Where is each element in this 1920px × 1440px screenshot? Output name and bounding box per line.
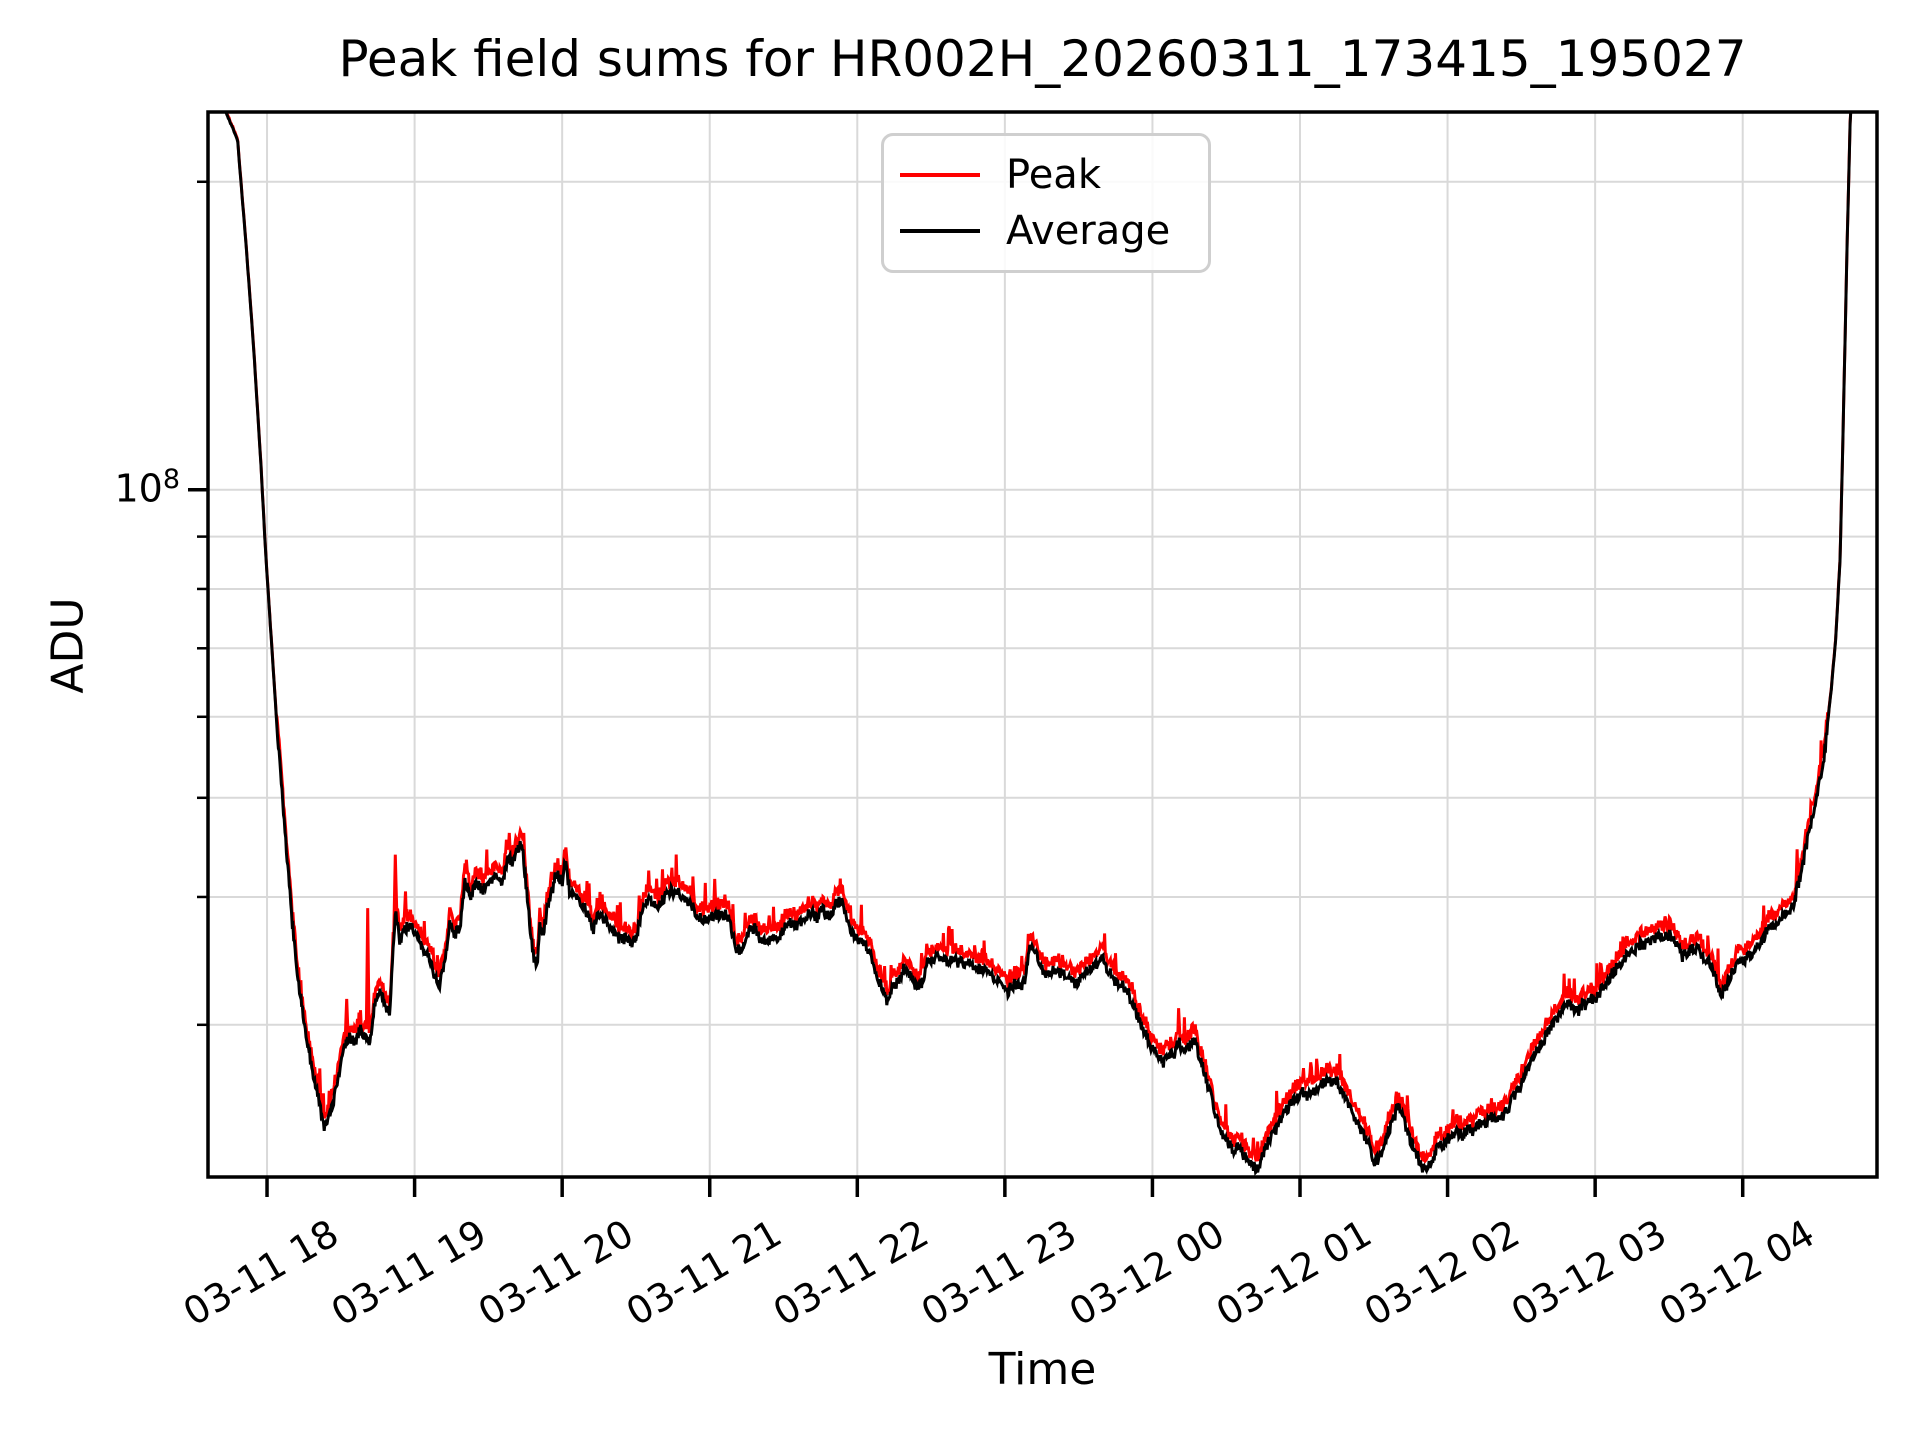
chart-title: Peak field sums for HR002H_20260311_1734…	[338, 30, 1747, 88]
legend: Peak Average	[881, 133, 1211, 273]
legend-entry-peak: Peak	[884, 152, 1208, 198]
legend-label-peak: Peak	[1006, 152, 1101, 198]
peak-line-swatch	[900, 173, 980, 177]
peak-line	[224, 112, 1853, 1165]
axes-spines	[206, 110, 1879, 1179]
x-axis-label: Time	[988, 1344, 1097, 1395]
y-tick-exponent: 8	[162, 464, 180, 495]
average-line-swatch	[900, 229, 980, 233]
legend-entry-average: Average	[884, 208, 1208, 254]
y-tick-label-1e8: 108	[114, 464, 180, 511]
legend-label-average: Average	[1006, 208, 1171, 254]
gridlines	[208, 112, 1877, 1177]
average-line	[224, 112, 1853, 1177]
axis-ticks	[188, 180, 1745, 1197]
data-series	[224, 112, 1853, 1177]
y-axis-label: ADU	[42, 597, 94, 694]
